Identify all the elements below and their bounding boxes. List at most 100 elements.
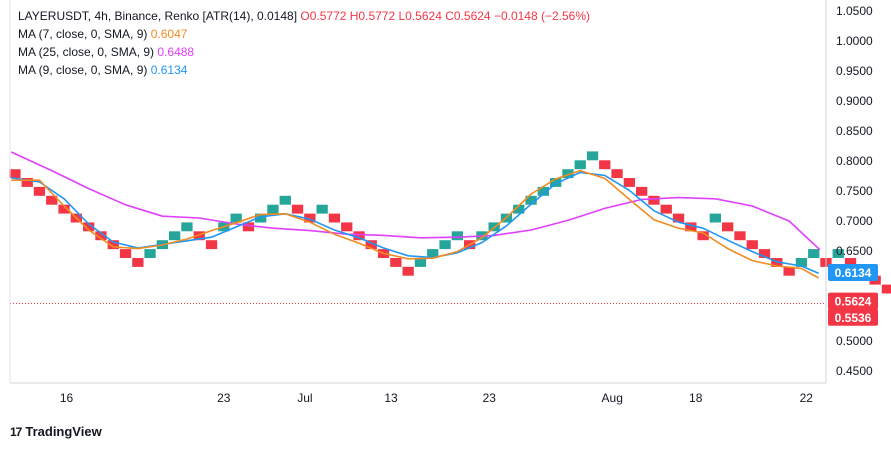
price-label: 0.6134	[835, 266, 872, 280]
renko-brick-down	[193, 231, 205, 241]
ma7-label: MA (7, close, 0, SMA, 9)	[18, 27, 148, 41]
renko-brick-down	[611, 169, 623, 179]
renko-brick-down	[58, 204, 70, 214]
renko-brick-up	[832, 249, 844, 258]
renko-brick-up	[316, 204, 328, 214]
renko-brick-down	[83, 222, 95, 232]
renko-brick-down	[685, 222, 697, 232]
renko-brick-up	[795, 258, 808, 267]
y-tick-label: 0.8500	[836, 124, 873, 138]
price-label-bg	[828, 292, 878, 310]
ohlc-open: O0.5772	[300, 9, 347, 23]
ma9-label: MA (9, close, 0, SMA, 9)	[18, 63, 148, 77]
renko-brick-up	[550, 178, 562, 187]
legend-ma9-row[interactable]: MA (9, close, 0, SMA, 9) 0.6134	[18, 61, 590, 79]
y-tick-label: 0.9000	[836, 94, 873, 108]
ohlc-close: C0.5624	[445, 9, 491, 23]
renko-brick-down	[107, 240, 119, 250]
price-label-bg	[828, 308, 878, 326]
y-tick-label: 0.8000	[836, 154, 873, 168]
renko-brick-down	[119, 249, 132, 258]
renko-brick-down	[9, 169, 21, 179]
y-tick-label: 0.4500	[836, 364, 873, 378]
ohlc-high: H0.5772	[349, 9, 396, 23]
ohlc-change: −0.0148 (−2.56%)	[493, 9, 591, 23]
legend-ma7-row[interactable]: MA (7, close, 0, SMA, 9) 0.6047	[18, 25, 590, 43]
axes-layer: 1.0500 1.0000 0.9500 0.9000 0.8500 0.8000 0.75…	[9, 0, 873, 405]
renko-brick-up	[586, 151, 599, 161]
renko-brick-up	[574, 160, 586, 170]
y-tick-label: 0.9500	[836, 64, 873, 78]
renko-brick-up	[267, 204, 279, 214]
ohlc-low: L0.5624	[398, 9, 442, 23]
legend-ma25-row[interactable]: MA (25, close, 0, SMA, 9) 0.6488	[18, 43, 590, 61]
renko-brick-down	[660, 204, 672, 214]
renko-brick-down	[205, 240, 218, 250]
ma25-value: 0.6488	[157, 45, 195, 59]
renko-brick-up	[414, 258, 427, 267]
renko-brick-up	[181, 222, 193, 232]
price-labels-layer: 0.6134 0.5624 0.5536	[828, 264, 878, 326]
renko-brick-down	[623, 178, 635, 187]
chart-legend: LAYERUSDT, 4h, Binance, Renko [ATR(14), …	[18, 7, 590, 79]
renko-brick-down	[697, 231, 709, 241]
renko-brick-up	[144, 249, 156, 258]
price-label-bg	[828, 264, 878, 281]
renko-brick-down	[881, 284, 891, 294]
y-tick-label: 1.0500	[836, 4, 873, 18]
legend-symbol-row: LAYERUSDT, 4h, Binance, Renko [ATR(14), …	[18, 7, 590, 25]
ma-lines-layer	[10, 151, 821, 279]
x-tick-label: 23	[483, 391, 497, 405]
renko-brick-down	[328, 213, 341, 223]
renko-brick-down	[722, 222, 734, 232]
x-tick-label: 16	[60, 391, 74, 405]
renko-brick-down	[46, 195, 58, 205]
renko-brick-up	[279, 195, 291, 205]
y-tick-label: 1.0000	[836, 34, 873, 48]
renko-brick-down	[402, 266, 414, 276]
tradingview-logo[interactable]: 17 TradingView	[10, 424, 102, 439]
bricks-layer	[9, 151, 891, 294]
ma9-value: 0.6134	[150, 63, 188, 77]
renko-brick-up	[808, 249, 820, 258]
renko-brick-down	[648, 195, 660, 205]
renko-brick-up	[709, 213, 721, 223]
renko-brick-up	[427, 249, 439, 258]
renko-brick-down	[746, 240, 758, 250]
renko-brick-down	[783, 266, 795, 276]
renko-brick-down	[844, 258, 857, 267]
renko-brick-up	[255, 213, 267, 223]
ma7-value: 0.6047	[150, 27, 188, 41]
x-tick-label: 13	[384, 391, 398, 405]
x-tick-label: 23	[217, 391, 231, 405]
renko-brick-up	[513, 204, 525, 214]
y-tick-label: 0.6500	[836, 244, 873, 258]
renko-brick-down	[132, 258, 144, 267]
x-tick-label: Aug	[602, 391, 623, 405]
renko-brick-down	[291, 204, 304, 214]
renko-brick-down	[341, 222, 353, 232]
y-tick-label: 0.7000	[836, 214, 873, 228]
renko-brick-up	[562, 169, 574, 179]
renko-brick-down	[353, 231, 365, 241]
tradingview-logo-icon: 17	[10, 424, 22, 439]
symbol-title[interactable]: LAYERUSDT, 4h, Binance, Renko [ATR(14), …	[18, 9, 298, 23]
renko-brick-down	[734, 231, 746, 241]
ma25-label: MA (25, close, 0, SMA, 9)	[18, 45, 155, 59]
tradingview-brand: TradingView	[25, 424, 102, 439]
renko-brick-down	[599, 160, 611, 170]
renko-brick-down	[390, 258, 402, 267]
renko-brick-down	[242, 222, 255, 232]
price-label: 0.5624	[835, 295, 872, 309]
renko-brick-down	[95, 231, 107, 241]
renko-brick-down	[33, 186, 46, 196]
renko-brick-up	[525, 195, 537, 205]
renko-brick-up	[230, 213, 242, 223]
x-tick-label: Jul	[297, 391, 312, 405]
x-tick-label: 18	[689, 391, 703, 405]
renko-brick-down	[304, 213, 316, 223]
renko-brick-up	[451, 231, 463, 241]
renko-brick-up	[537, 186, 549, 196]
